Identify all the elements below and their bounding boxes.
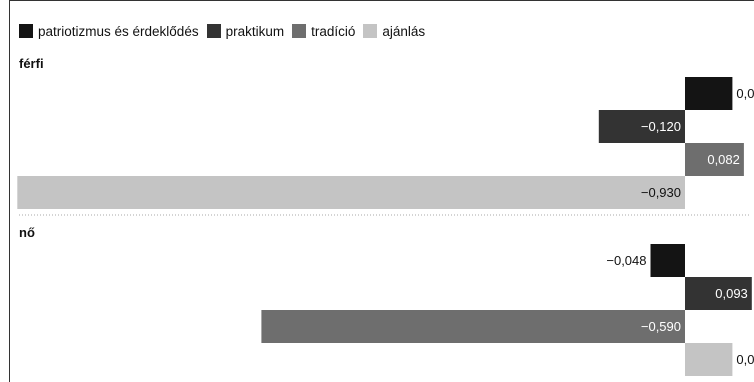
data-label: −0,930 [641,185,681,200]
bar-no-3 [685,343,733,376]
data-label: 0,093 [715,286,748,301]
legend-item-tradition: tradíció [292,24,355,39]
legend-item-recommendation: ajánlás [363,24,425,39]
data-label: 0,066 [736,352,754,367]
bar-ferfi-2 [685,143,744,176]
legend-swatch-tradition [292,24,307,38]
legend-label: praktikum [225,23,285,39]
legend-label: tradíció [311,23,356,39]
group-label-no: nő [19,225,35,240]
legend-swatch-recommendation [363,24,378,38]
legend-label: patriotizmus és érdeklődés [38,23,199,39]
legend-item-practicum: praktikum [206,23,285,39]
data-label: −0,120 [641,119,681,134]
bar-ferfi-3 [17,176,686,209]
data-label: −0,590 [641,319,681,334]
legend-item-patriotism: patriotizmus és érdeklődés [19,24,199,39]
legend-swatch-patriotism [19,24,33,38]
legend-swatch-practicum [206,24,221,38]
data-label: 0,082 [707,152,740,167]
data-label: 0,066 [736,86,754,101]
chart-frame [9,0,754,382]
bar-ferfi-0 [685,77,733,110]
data-label: −0,048 [606,253,646,268]
bar-no-0 [650,244,685,277]
bar-no-1 [685,277,752,310]
group-label-ferfi: férfi [19,56,44,71]
chart-legend: patriotizmus és érdeklődés praktikum tra… [19,22,433,40]
bar-no-2 [261,310,685,343]
bar-ferfi-1 [598,110,685,143]
legend-label: ajánlás [382,23,426,39]
